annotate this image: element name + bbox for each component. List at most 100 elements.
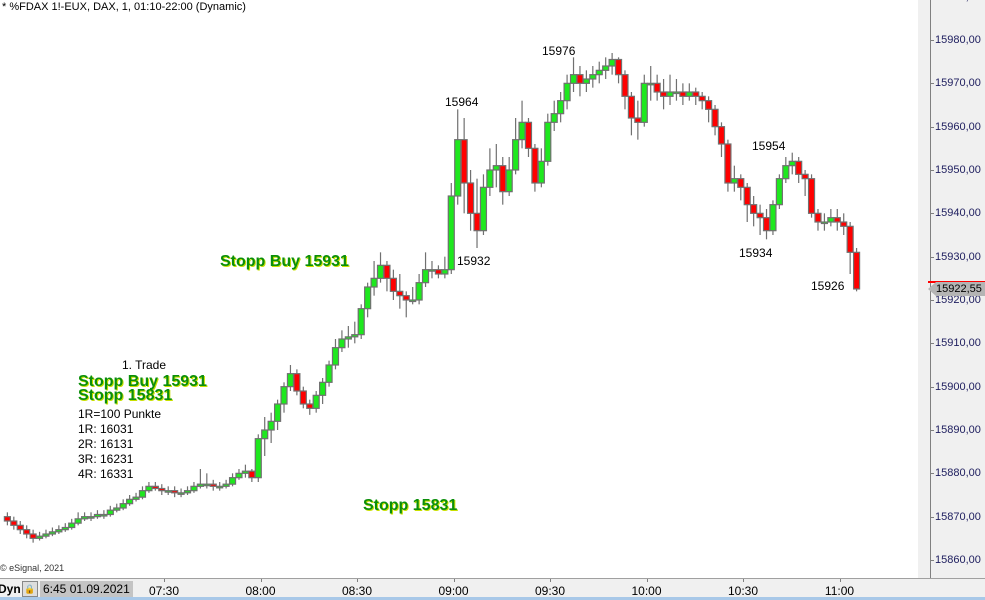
candle bbox=[717, 122, 726, 157]
candle-body-up bbox=[647, 82, 655, 86]
candle bbox=[106, 505, 114, 517]
candle bbox=[421, 252, 430, 287]
candle bbox=[376, 252, 385, 283]
price-note-15964: 15964 bbox=[445, 95, 479, 109]
time-tick bbox=[453, 579, 455, 582]
candle bbox=[499, 157, 507, 205]
candle bbox=[113, 503, 121, 513]
stop-buy-label: Stopp Buy 15931 bbox=[78, 373, 207, 390]
candle bbox=[698, 92, 706, 110]
price-tick bbox=[930, 343, 934, 345]
candle-body-up bbox=[550, 113, 558, 123]
candle-body-down bbox=[653, 82, 661, 93]
stop-label: Stopp 15831 bbox=[78, 387, 173, 404]
candle bbox=[672, 79, 681, 101]
candle bbox=[319, 378, 327, 404]
candle-body-up bbox=[409, 299, 417, 303]
price-chart[interactable] bbox=[0, 0, 930, 578]
price-tick-label: 15950,00 bbox=[935, 164, 981, 176]
candle bbox=[415, 274, 423, 305]
candle bbox=[775, 174, 783, 209]
candle bbox=[338, 330, 346, 352]
candle bbox=[814, 209, 822, 231]
candle-body-down bbox=[383, 264, 391, 279]
candle bbox=[331, 339, 340, 370]
candle bbox=[312, 391, 320, 413]
candle bbox=[434, 265, 443, 279]
time-tick-label: 08:00 bbox=[245, 584, 276, 598]
candle bbox=[788, 152, 796, 175]
candle-body-up bbox=[454, 139, 462, 197]
candle-body-down bbox=[524, 121, 533, 149]
lock-icon[interactable]: 🔒 bbox=[22, 581, 38, 597]
candle-body-down bbox=[659, 91, 668, 97]
price-tick bbox=[930, 256, 934, 258]
candle-body-down bbox=[171, 490, 179, 494]
candle-body-up bbox=[364, 286, 372, 310]
price-tick bbox=[930, 516, 934, 518]
candle-body-up bbox=[666, 91, 674, 97]
candle bbox=[582, 70, 590, 92]
last-price-label: 15922,55 bbox=[936, 282, 985, 296]
candle-body-down bbox=[10, 520, 18, 526]
candle-body-up bbox=[80, 516, 89, 520]
candle bbox=[29, 529, 37, 543]
candle-body-down bbox=[743, 186, 751, 206]
candle bbox=[614, 57, 623, 84]
candle-body-down bbox=[299, 390, 307, 405]
candle-body-down bbox=[473, 212, 481, 232]
candle-body-down bbox=[576, 74, 584, 84]
candle-body-up bbox=[196, 483, 204, 487]
candle bbox=[100, 510, 108, 519]
candle bbox=[711, 105, 719, 136]
candle-body-up bbox=[254, 438, 262, 479]
price-axis[interactable]: 15990,00 15980,00 15970,00 15960,00 15950,00… bbox=[918, 0, 985, 578]
candle-body-up bbox=[351, 334, 359, 338]
candle-body-up bbox=[74, 518, 82, 524]
price-tick bbox=[930, 213, 934, 215]
candle bbox=[479, 174, 488, 235]
candle-body-up bbox=[48, 531, 57, 535]
candle bbox=[621, 70, 629, 110]
candle-body-up bbox=[35, 535, 44, 539]
candle bbox=[74, 512, 82, 526]
candle bbox=[447, 183, 455, 274]
candle bbox=[402, 291, 410, 318]
candle bbox=[595, 61, 603, 84]
candle-body-down bbox=[158, 487, 166, 492]
candle bbox=[10, 516, 18, 530]
candle-body-up bbox=[222, 483, 230, 487]
candle-body-up bbox=[827, 217, 835, 223]
candle bbox=[80, 512, 89, 521]
candle bbox=[383, 261, 391, 292]
candle-body-up bbox=[145, 485, 153, 492]
candle bbox=[576, 66, 584, 97]
candle-body-up bbox=[325, 364, 333, 383]
stop-label-chart: Stopp 15831 bbox=[363, 497, 458, 514]
candle-body-down bbox=[750, 204, 758, 214]
candle bbox=[705, 96, 713, 123]
time-tick bbox=[839, 579, 841, 582]
candle bbox=[177, 488, 185, 498]
candle-body-down bbox=[717, 126, 726, 145]
candle bbox=[531, 144, 539, 192]
candle-body-down bbox=[614, 58, 623, 76]
candle-body-up bbox=[216, 485, 224, 489]
candle bbox=[627, 92, 636, 136]
dynamic-mode-label[interactable]: Dyn bbox=[0, 582, 21, 596]
candle-body-down bbox=[852, 251, 861, 290]
candle bbox=[750, 196, 758, 227]
price-tick-label: 15880,00 bbox=[935, 467, 981, 480]
candle-body-up bbox=[775, 178, 783, 206]
candle bbox=[222, 479, 230, 489]
candle-body-up bbox=[589, 74, 597, 80]
time-axis[interactable]: Dyn 🔒 6:45 01.09.2021 07:30 08:00 08:30 09:… bbox=[0, 578, 985, 600]
candle-body-down bbox=[248, 470, 256, 479]
price-tick-label: 15890,00 bbox=[935, 424, 981, 436]
candle bbox=[685, 83, 693, 101]
candle-body-up bbox=[447, 195, 455, 271]
candle-body-up bbox=[486, 169, 494, 188]
price-tick-label: 15970,00 bbox=[935, 77, 981, 90]
candle-body-up bbox=[286, 373, 295, 388]
candle-body-up bbox=[376, 264, 385, 279]
